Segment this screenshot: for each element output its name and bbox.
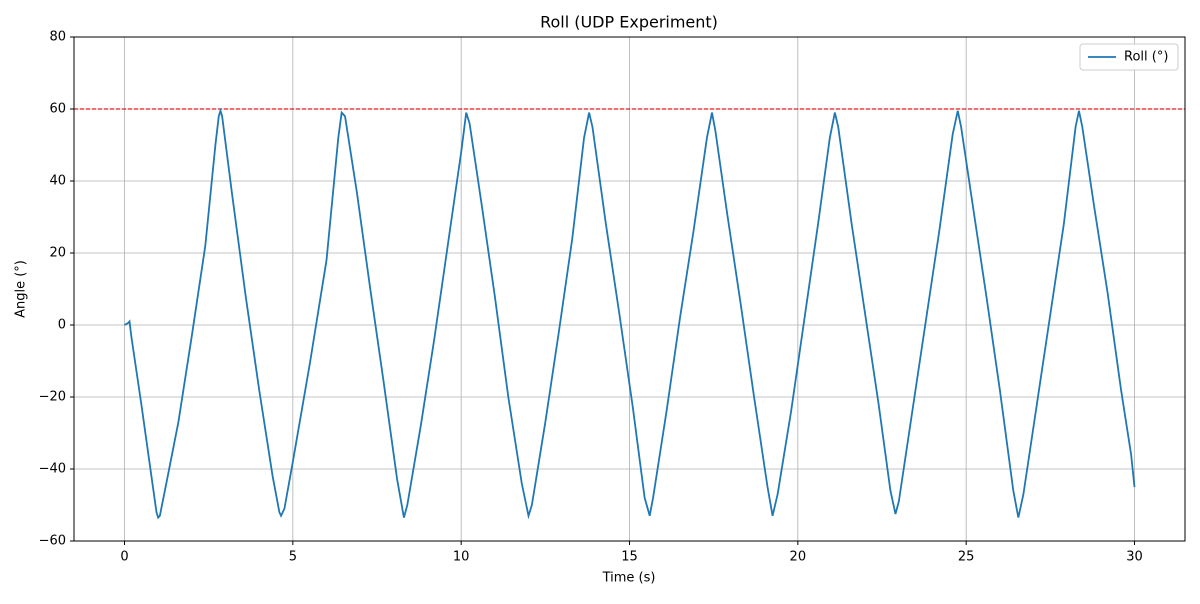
- y-tick-label: 40: [49, 174, 66, 189]
- y-tick-label: 60: [49, 102, 66, 117]
- chart-title: Roll (UDP Experiment): [540, 13, 718, 32]
- x-tick-label: 30: [1126, 550, 1143, 565]
- y-tick-label: 80: [49, 30, 66, 45]
- y-tick-label: 0: [58, 318, 66, 333]
- x-tick-label: 15: [621, 550, 638, 565]
- x-tick-label: 0: [120, 550, 128, 565]
- y-tick-label: 20: [49, 246, 66, 261]
- x-tick-label: 20: [790, 550, 807, 565]
- y-tick-label: −60: [39, 534, 66, 549]
- plot-frame: [73, 36, 1186, 542]
- y-tick-label: −20: [39, 390, 66, 405]
- y-axis-label: Angle (°): [14, 260, 29, 318]
- y-tick-label: −40: [39, 462, 66, 477]
- x-tick-label: 10: [453, 550, 470, 565]
- legend-box: [1079, 43, 1179, 71]
- legend-label: Roll (°): [1124, 50, 1168, 65]
- x-axis-label: Time (s): [602, 571, 656, 586]
- data-line: [124, 107, 1136, 520]
- x-tick-label: 25: [958, 550, 975, 565]
- x-tick-label: 5: [289, 550, 297, 565]
